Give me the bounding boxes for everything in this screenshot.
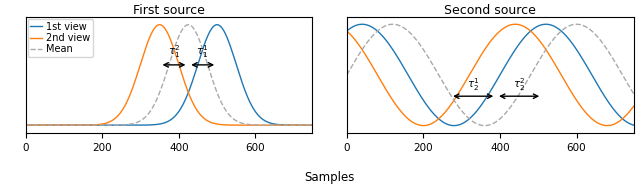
Text: $\tau_2^1$: $\tau_2^1$ <box>467 76 479 93</box>
Mean <box>308 124 316 126</box>
Legend: 1st view, 2nd view, Mean: 1st view, 2nd view, Mean <box>28 19 93 57</box>
1st view <box>116 124 124 126</box>
1st view <box>189 78 197 80</box>
Mean <box>190 27 198 30</box>
2nd view <box>77 124 84 126</box>
2nd view <box>22 124 29 126</box>
1st view <box>249 107 257 109</box>
1st view <box>150 124 157 126</box>
1st view <box>22 124 29 126</box>
Text: Samples: Samples <box>305 171 355 184</box>
Line: 1st view: 1st view <box>26 25 312 125</box>
2nd view <box>190 103 198 106</box>
Mean <box>184 23 192 26</box>
Line: Mean: Mean <box>26 25 312 125</box>
Mean <box>249 124 257 126</box>
2nd view <box>156 23 163 26</box>
1st view <box>204 34 212 36</box>
Text: $\tau_2^2$: $\tau_2^2$ <box>513 76 525 93</box>
Text: $\tau_1^2$: $\tau_1^2$ <box>168 43 180 60</box>
Title: Second source: Second source <box>444 4 536 17</box>
2nd view <box>249 124 257 126</box>
2nd view <box>150 28 157 30</box>
1st view <box>213 23 221 26</box>
2nd view <box>116 112 124 114</box>
Title: First source: First source <box>133 4 205 17</box>
2nd view <box>205 120 212 122</box>
Mean <box>116 124 124 126</box>
Mean <box>205 67 212 69</box>
1st view <box>308 124 316 126</box>
2nd view <box>308 124 316 126</box>
1st view <box>77 124 84 126</box>
Line: 2nd view: 2nd view <box>26 25 312 125</box>
Text: $\tau_1^1$: $\tau_1^1$ <box>196 43 209 60</box>
Mean <box>22 124 29 126</box>
Mean <box>150 104 157 106</box>
Mean <box>77 124 84 126</box>
